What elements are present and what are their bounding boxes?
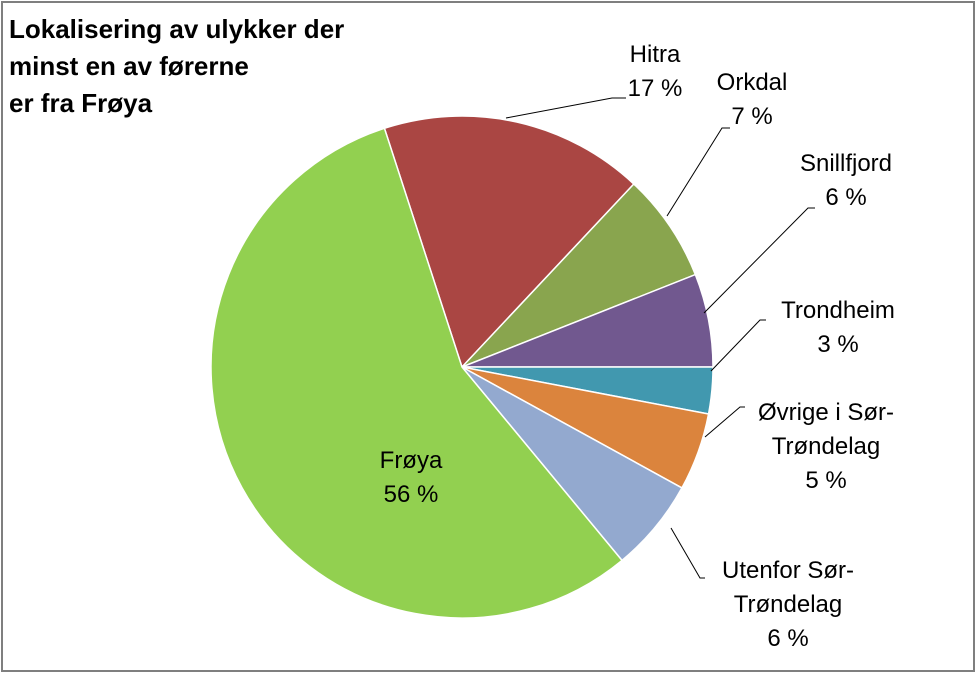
leader-line	[710, 319, 766, 372]
slice-label-line: 17 %	[628, 75, 683, 102]
chart-title-line-3: er fra Frøya	[9, 88, 153, 118]
pie-slice-hitra	[383, 115, 635, 369]
slice-label: Snillfjord 6 %	[800, 150, 892, 211]
pie-slice-fr-ya	[210, 127, 624, 619]
slice-label-line: Hitra	[630, 41, 681, 68]
leader-line	[703, 207, 815, 314]
slice-label-line: 56 %	[384, 481, 439, 508]
slice-label-line: Trøndelag	[772, 433, 881, 460]
slice-label-line: 5 %	[805, 467, 846, 494]
slice-label: Øvrige i Sør- Trøndelag 5 %	[758, 399, 894, 494]
chart-title-line-1: Lokalisering av ulykker der	[9, 14, 345, 44]
slice-label-line: Øvrige i Sør-	[758, 399, 894, 426]
slice-label-line: Trøndelag	[734, 591, 843, 618]
slice-label-line: 6 %	[825, 184, 866, 211]
slice-label-line: Utenfor Sør-	[722, 557, 854, 584]
leader-line	[704, 406, 745, 438]
slice-label-line: Snillfjord	[800, 150, 892, 177]
slice-label: Orkdal 7 %	[717, 69, 788, 130]
slice-label: Frøya 56 %	[380, 447, 443, 508]
slice-label-line: Frøya	[380, 447, 443, 474]
slice-label-line: 3 %	[817, 331, 858, 358]
slice-label: Hitra 17 %	[628, 41, 683, 102]
slice-label-line: Trondheim	[781, 297, 895, 324]
leader-lines	[505, 97, 815, 579]
slice-label: Trondheim 3 %	[781, 297, 895, 358]
pie-slice-orkdal	[461, 182, 697, 368]
slice-labels: Hitra 17 % Orkdal 7 % Snillfjord 6 % Trondheim…	[380, 41, 895, 652]
slice-label-line: Orkdal	[717, 69, 788, 96]
leader-line	[666, 127, 730, 217]
slice-label-line: 6 %	[767, 625, 808, 652]
leader-line	[505, 97, 626, 119]
pie-slices	[210, 115, 714, 619]
leader-line	[670, 527, 705, 579]
slice-label: Utenfor Sør- Trøndelag 6 %	[722, 557, 854, 652]
chart-title-line-2: minst en av førerne	[9, 51, 249, 81]
chart-title: Lokalisering av ulykker der minst en av …	[9, 11, 389, 122]
slice-label-line: 7 %	[731, 103, 772, 130]
